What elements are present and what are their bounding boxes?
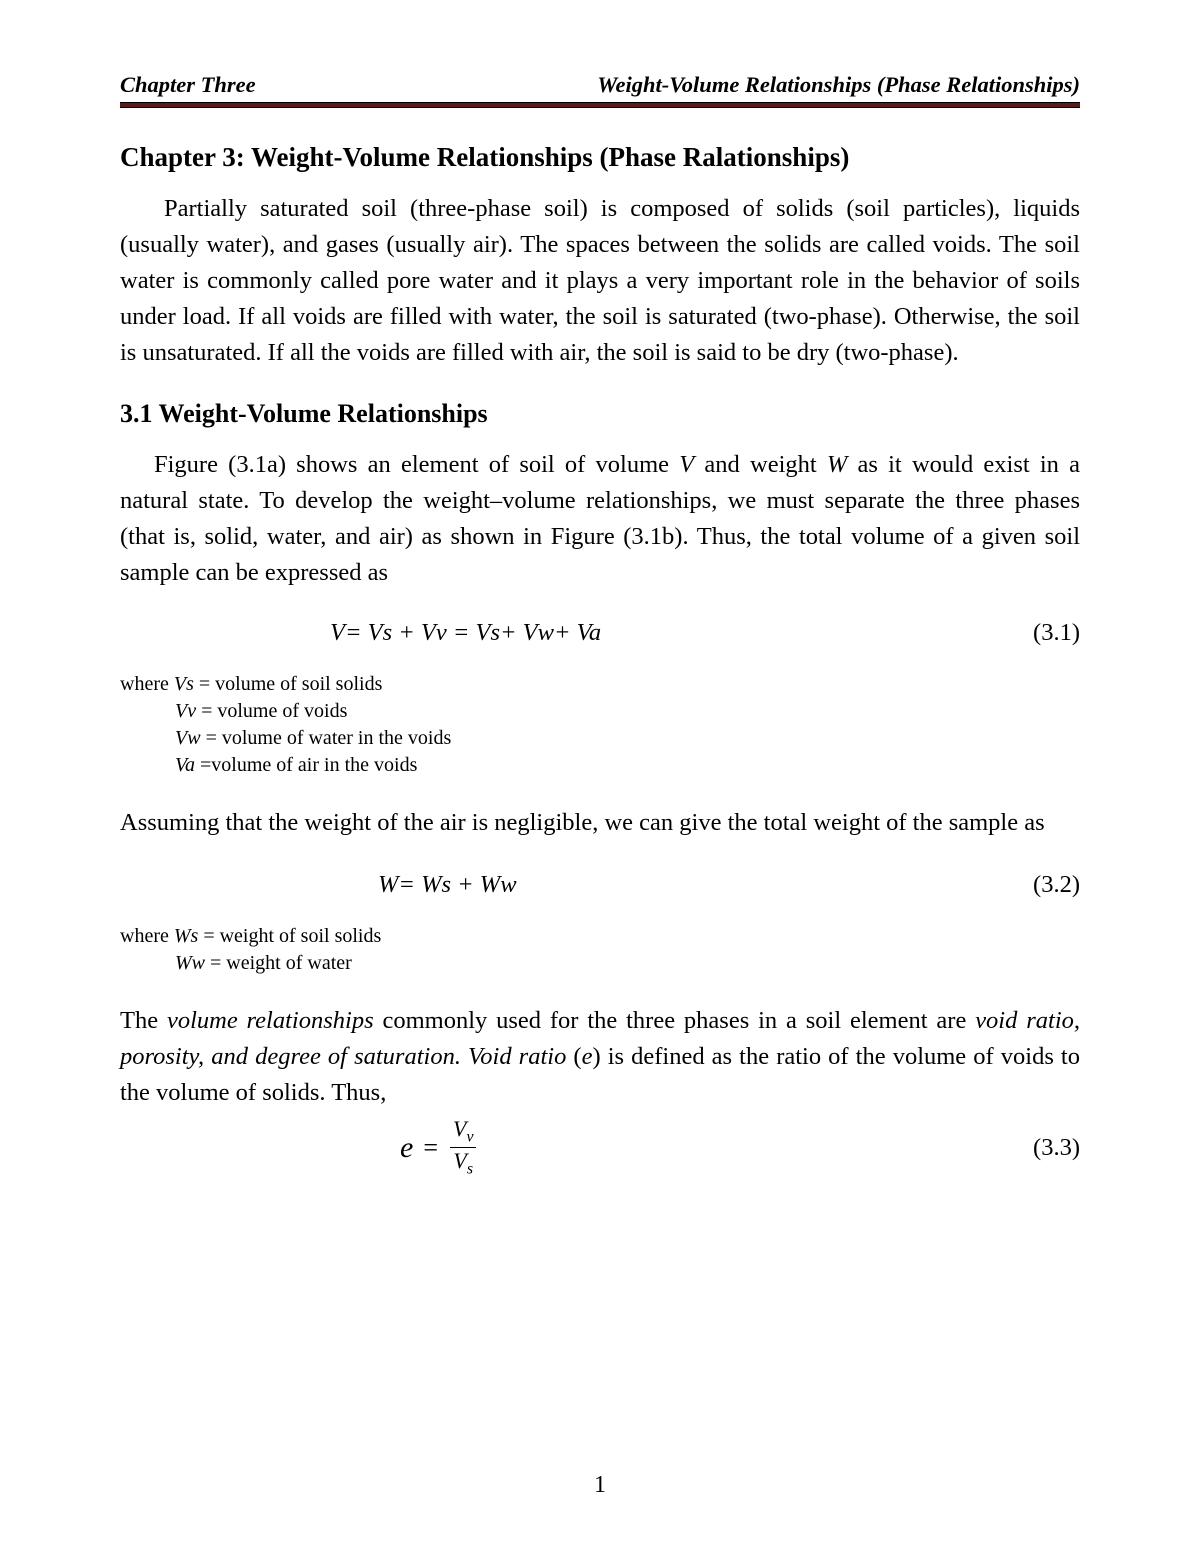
para3-b: commonly used for the three phases in a … (374, 1007, 976, 1034)
eq3-num-base: V (453, 1116, 466, 1141)
where-block-2: where Ws = weight of soil solids Ww = we… (120, 923, 1080, 977)
where1-var-1: Vv (175, 700, 196, 722)
eq3-num-sub: v (466, 1128, 473, 1145)
equation-3-2-number: (3.2) (1000, 871, 1080, 899)
para3-e: e (582, 1043, 593, 1070)
where-block-1: where Vs = volume of soil solids Vv = vo… (120, 671, 1080, 779)
where2-var-0: Ws (174, 925, 198, 947)
where1-var-2: Vw (175, 727, 201, 749)
equation-3-3: e = Vv Vs (3.3) (120, 1117, 1080, 1178)
eq3-fraction: Vv Vs (450, 1117, 476, 1178)
where1-def-2: = volume of water in the voids (201, 727, 452, 749)
where1-def-0: = volume of soil solids (194, 673, 383, 695)
para1-text-b: and weight (694, 451, 827, 478)
equation-3-3-number: (3.3) (1000, 1134, 1080, 1162)
equation-3-1-number: (3.1) (1000, 619, 1080, 647)
section-3-1-title: 3.1 Weight-Volume Relationships (120, 399, 1080, 429)
para1-var-v: V (679, 451, 694, 478)
where1-intro: where (120, 673, 174, 695)
equation-3-2-expr: W= Ws + Ww (378, 871, 1000, 899)
para1-text-a: Figure (3.1a) shows an element of soil o… (154, 451, 679, 478)
header-rule (120, 102, 1080, 108)
where1-var-0: Vs (174, 673, 194, 695)
page-header: Chapter Three Weight-Volume Relationship… (120, 72, 1080, 102)
equation-3-1: V= Vs + Vv = Vs+ Vw+ Va (3.1) (120, 619, 1080, 647)
section-3-1-para1: Figure (3.1a) shows an element of soil o… (120, 447, 1080, 591)
chapter-title: Chapter 3: Weight-Volume Relationships (… (120, 142, 1080, 173)
where1-var-3: Va (175, 754, 195, 776)
section-3-1-para3: The volume relationships commonly used f… (120, 1003, 1080, 1111)
where2-var-1: Ww (175, 952, 205, 974)
para1-var-w: W (827, 451, 847, 478)
where2-def-1: = weight of water (205, 952, 352, 974)
where1-def-1: = volume of voids (196, 700, 347, 722)
header-right: Weight-Volume Relationships (Phase Relat… (597, 72, 1080, 98)
header-left: Chapter Three (120, 72, 256, 98)
where2-intro: where (120, 925, 174, 947)
section-3-1-para2: Assuming that the weight of the air is n… (120, 805, 1080, 841)
eq3-lhs: e (400, 1131, 413, 1165)
intro-paragraph: Partially saturated soil (three-phase so… (120, 191, 1080, 371)
page-number: 1 (0, 1472, 1200, 1499)
where2-def-0: = weight of soil solids (198, 925, 381, 947)
equation-3-2: W= Ws + Ww (3.2) (120, 871, 1080, 899)
equation-3-1-expr: V= Vs + Vv = Vs+ Vw+ Va (330, 619, 1000, 647)
para3-i1: volume relationships (167, 1007, 374, 1034)
where1-def-3: =volume of air in the voids (195, 754, 417, 776)
para3-c: ( (566, 1043, 581, 1070)
eq3-den-sub: s (467, 1160, 473, 1177)
eq3-den-base: V (453, 1148, 466, 1173)
para3-a: The (120, 1007, 167, 1034)
